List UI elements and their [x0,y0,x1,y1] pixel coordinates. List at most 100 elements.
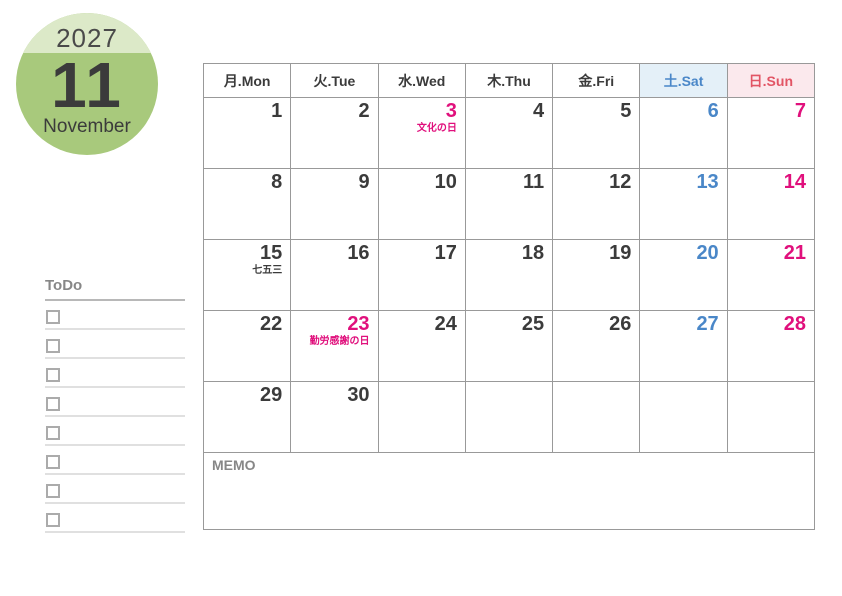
calendar-week-row: 29 30 [202,381,816,453]
date-number: 13 [696,171,719,193]
date-number: 23 [347,313,370,335]
day-cell-3: 3 文化の日 [377,97,466,169]
day-cell-21: 21 [726,239,816,311]
calendar-week-row: 15 七五三 16 17 18 19 20 21 [202,239,816,311]
weekday-header-weekday: 木.Thu [464,63,554,98]
date-number: 26 [609,313,632,335]
date-number: 19 [609,242,632,264]
day-cell-25: 25 [464,310,554,382]
day-cell-27: 27 [639,310,728,382]
date-number: 27 [696,313,719,335]
day-cell-30: 30 [290,381,379,453]
date-number: 2 [358,100,370,122]
date-number: 28 [783,313,806,335]
day-cell-11: 11 [464,168,554,240]
day-cell-14: 14 [726,168,816,240]
weekday-header-weekday: 火.Tue [290,63,379,98]
date-number: 30 [347,384,370,406]
memo-row: MEMO [203,452,815,530]
badge-month-name: November [43,116,131,138]
weekday-header-row: 月.Mon 火.Tue 水.Wed 木.Thu 金.Fri 土.Sat 日.Sun [202,63,816,98]
weekday-header-weekday: 金.Fri [552,63,641,98]
badge-year: 2027 [56,23,118,54]
todo-section: ToDo [45,277,185,533]
day-cell-24: 24 [377,310,466,382]
date-number: 6 [707,100,719,122]
day-cell-26: 26 [552,310,641,382]
todo-checkbox[interactable] [46,484,60,498]
day-cell-19: 19 [552,239,641,311]
date-number: 18 [521,242,545,264]
weekday-header-weekday: 月.Mon [202,63,292,98]
day-cell-empty [464,381,554,453]
date-number: 12 [609,171,632,193]
day-cell-1: 1 [202,97,292,169]
day-cell-empty [726,381,816,453]
day-cell-empty [552,381,641,453]
todo-checkbox[interactable] [46,426,60,440]
day-cell-7: 7 [726,97,816,169]
weekday-header-weekday: 水.Wed [377,63,466,98]
weekday-header-sunday: 日.Sun [726,63,816,98]
day-cell-17: 17 [377,239,466,311]
date-note-label: 七五三 [252,265,283,276]
todo-checkbox[interactable] [46,397,60,411]
calendar-week-row: 22 23 勤労感謝の日 24 25 26 27 28 [202,310,816,382]
day-cell-16: 16 [290,239,379,311]
calendar-body: 1 2 3 文化の日 4 5 6 7 8 9 10 11 12 13 14 15 七五三 16 17 18 19 20 21… [202,97,816,453]
day-cell-6: 6 [639,97,728,169]
day-cell-15: 15 七五三 [202,239,292,311]
day-cell-12: 12 [552,168,641,240]
todo-title: ToDo [45,277,185,301]
weekday-header-saturday: 土.Sat [639,63,728,98]
calendar-week-row: 8 9 10 11 12 13 14 [202,168,816,240]
holiday-label: 勤労感謝の日 [309,336,370,347]
badge-year-section: 2027 [16,13,158,53]
todo-checkbox[interactable] [46,310,60,324]
todo-checkbox[interactable] [46,513,60,527]
badge-month-number: 11 [51,49,123,121]
date-number: 25 [521,313,545,335]
todo-row [45,388,185,417]
month-badge: 2027 11 November [16,13,158,155]
todo-row [45,504,185,533]
date-number: 9 [358,171,370,193]
date-number: 10 [434,171,457,193]
memo-area: MEMO [203,452,815,530]
date-number: 11 [522,171,545,193]
todo-row [45,330,185,359]
day-cell-28: 28 [726,310,816,382]
holiday-label: 文化の日 [416,123,457,134]
date-number: 20 [696,242,719,264]
todo-checkbox[interactable] [46,368,60,382]
day-cell-23: 23 勤労感謝の日 [290,310,379,382]
day-cell-empty [639,381,728,453]
todo-checkbox[interactable] [46,455,60,469]
todo-row [45,417,185,446]
date-number: 16 [347,242,370,264]
date-number: 8 [271,171,283,193]
date-number: 22 [260,313,283,335]
day-cell-5: 5 [552,97,641,169]
date-number: 15 [260,242,283,264]
date-number: 1 [271,100,283,122]
date-number: 24 [434,313,457,335]
todo-row [45,446,185,475]
date-number: 4 [533,100,545,122]
day-cell-22: 22 [202,310,292,382]
todo-checkbox[interactable] [46,339,60,353]
day-cell-empty [377,381,466,453]
todo-row [45,301,185,330]
date-number: 29 [260,384,283,406]
day-cell-2: 2 [290,97,379,169]
day-cell-9: 9 [290,168,379,240]
day-cell-4: 4 [464,97,554,169]
todo-list [45,301,185,533]
day-cell-8: 8 [202,168,292,240]
todo-row [45,475,185,504]
todo-row [45,359,185,388]
date-number: 17 [434,242,457,264]
day-cell-10: 10 [377,168,466,240]
calendar-week-row: 1 2 3 文化の日 4 5 6 7 [202,97,816,169]
date-number: 7 [794,100,806,122]
